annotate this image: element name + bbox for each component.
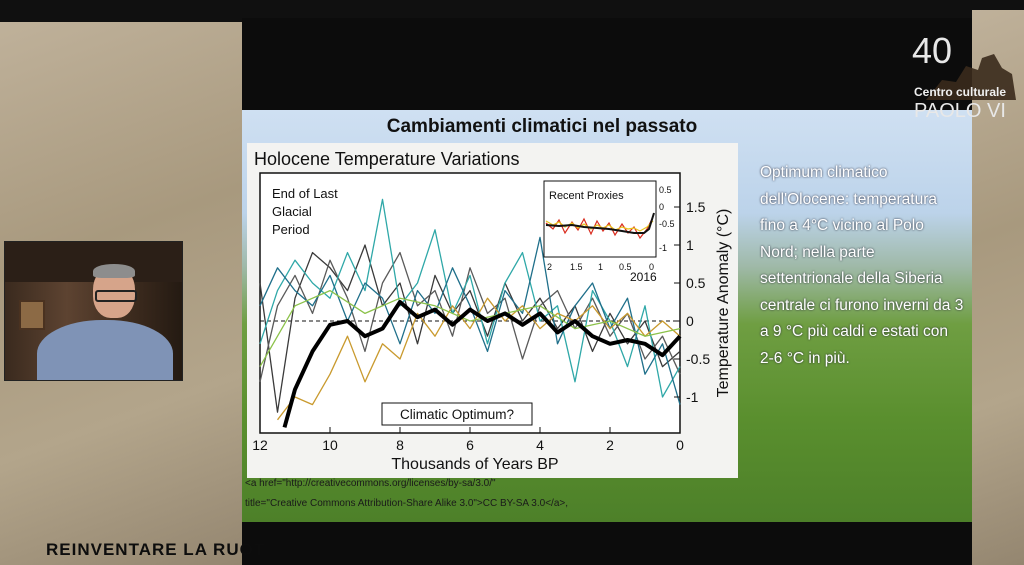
- logo-number: 40: [912, 30, 953, 71]
- holocene-chart: Holocene Temperature Variations 1.5 1 0.5 0…: [252, 149, 732, 473]
- speaker-hair: [93, 264, 135, 278]
- inset-chart: Recent Proxies 2 1.5 1 0.5 0 0.5 0 -0.5 …: [543, 180, 675, 284]
- x-tick-label: 0: [676, 437, 684, 453]
- parchment-background-right: [972, 10, 1024, 565]
- chart-panel: Holocene Temperature Variations 1.5 1 0.5 0…: [247, 143, 738, 478]
- x-tick-label: 10: [322, 437, 338, 453]
- proxy-series-2: [259, 251, 681, 382]
- inset-year-label: 2016: [630, 270, 657, 284]
- proxy-series-1: [259, 244, 681, 413]
- logo-silhouette-icon: [926, 54, 1016, 100]
- speaker-glasses: [95, 290, 137, 302]
- inset-xtick-2: 2: [547, 262, 552, 272]
- inset-ytick-neg-1: -1: [659, 243, 667, 253]
- speaker-body: [37, 320, 173, 380]
- series-group: [259, 198, 682, 428]
- centro-culturale-logo: 40 Centro culturale PAOLO VI: [908, 30, 1020, 126]
- x-tick-label: 6: [466, 437, 474, 453]
- period-label-line2: Glacial: [272, 204, 312, 219]
- y-axis-label: Temperature Anomaly (°C): [715, 209, 732, 398]
- chart-title: Holocene Temperature Variations: [254, 149, 519, 169]
- inset-xtick-0-5: 0.5: [619, 262, 632, 272]
- inset-title: Recent Proxies: [549, 190, 624, 202]
- period-label-line1: End of Last: [272, 186, 338, 201]
- y-tick-label: 1.5: [686, 199, 706, 215]
- y-ticks: 1.5 1 0.5 0 -0.5 -1: [674, 199, 710, 405]
- license-credit-line2: title="Creative Commons Attribution-Shar…: [245, 498, 569, 509]
- inset-frame: [543, 180, 657, 258]
- speaker-webcam: [4, 241, 183, 381]
- optimum-label-box: [381, 402, 533, 426]
- inset-ytick-0-5: 0.5: [659, 185, 672, 195]
- optimum-label: Climatic Optimum?: [400, 407, 514, 422]
- logo-line1: Centro culturale: [914, 85, 1007, 99]
- x-tick-label: 8: [396, 437, 404, 453]
- inset-ytick-0: 0: [659, 202, 664, 212]
- period-label-line3: Period: [272, 222, 310, 237]
- x-ticks: 12 10 8 6 4 2 0: [252, 427, 684, 453]
- logo-line2: PAOLO VI: [914, 100, 1006, 122]
- x-tick-label: 4: [536, 437, 544, 453]
- inset-xtick-1: 1: [598, 262, 603, 272]
- inset-ytick-neg-0-5: -0.5: [659, 219, 675, 229]
- y-tick-label: 0: [686, 313, 694, 329]
- proxy-series-6: [259, 289, 681, 367]
- bottom-banner: REINVENTARE LA RUOT: [46, 540, 266, 559]
- x-tick-label: 2: [606, 437, 614, 453]
- x-axis-label: Thousands of Years BP: [391, 456, 558, 473]
- inset-average: [545, 212, 655, 234]
- y-tick-label: -1: [686, 389, 699, 405]
- slide: Cambiamenti climatici nel passato Holoce…: [242, 110, 972, 522]
- slide-side-text: Optimum climatico dell'Olocene: temperat…: [760, 164, 964, 367]
- average-series-0: [282, 300, 682, 428]
- inset-xtick-1-5: 1.5: [570, 262, 583, 272]
- x-tick-label: 12: [252, 437, 268, 453]
- inset-xtick-0: 0: [649, 262, 654, 272]
- slide-title: Cambiamenti climatici nel passato: [386, 116, 698, 137]
- y-tick-label: -0.5: [686, 351, 710, 367]
- top-black-band: [0, 0, 1024, 22]
- license-credit-line1: <a href="http://creativecommons.org/lice…: [245, 478, 496, 489]
- y-tick-label: 1: [686, 237, 694, 253]
- webcam-wall-picture: [19, 300, 45, 330]
- y-tick-label: 0.5: [686, 275, 706, 291]
